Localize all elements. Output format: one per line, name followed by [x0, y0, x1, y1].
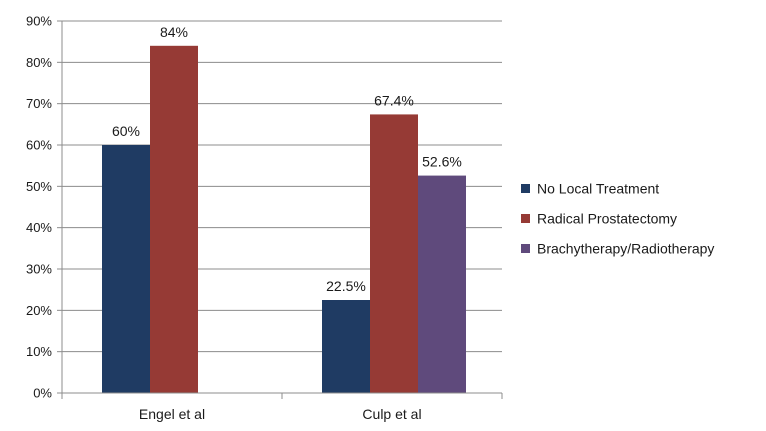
x-tick-label: Engel et al — [139, 406, 205, 422]
y-tick-label: 0% — [33, 386, 52, 401]
legend-swatch — [521, 214, 530, 223]
bar — [370, 114, 418, 393]
data-label: 52.6% — [422, 154, 462, 170]
legend-label: Radical Prostatectomy — [537, 211, 677, 227]
bar — [322, 300, 370, 393]
bar — [150, 45, 198, 394]
data-label: 22.5% — [326, 278, 366, 294]
y-tick-label: 20% — [26, 303, 52, 318]
y-tick-label: 50% — [26, 179, 52, 194]
bar — [102, 145, 150, 393]
legend-swatch — [521, 184, 530, 193]
legend: No Local Treatment Radical Prostatectomy B… — [521, 181, 714, 257]
y-tick-label: 40% — [26, 220, 52, 235]
data-label: 84% — [160, 24, 188, 40]
legend-label: No Local Treatment — [537, 181, 659, 197]
data-label: 60% — [112, 123, 140, 139]
bar — [418, 175, 466, 393]
y-tick-label: 10% — [26, 344, 52, 359]
x-tick-label: Culp et al — [362, 406, 421, 422]
y-tick-label: 70% — [26, 96, 52, 111]
data-labels: 60% 84% 22.5% 67.4% 52.6% — [112, 24, 462, 294]
y-tick-label: 90% — [26, 14, 52, 29]
y-tick-label: 60% — [26, 138, 52, 153]
bars — [102, 45, 466, 394]
y-tick-label: 80% — [26, 55, 52, 70]
data-label: 67.4% — [374, 92, 414, 108]
y-tick-label: 30% — [26, 262, 52, 277]
legend-swatch — [521, 244, 530, 253]
legend-label: Brachytherapy/Radiotherapy — [537, 241, 714, 257]
axes: 0% 10% 20% 30% 40% 50% 60% 70% 80% 90% Engel et al… — [26, 14, 503, 422]
